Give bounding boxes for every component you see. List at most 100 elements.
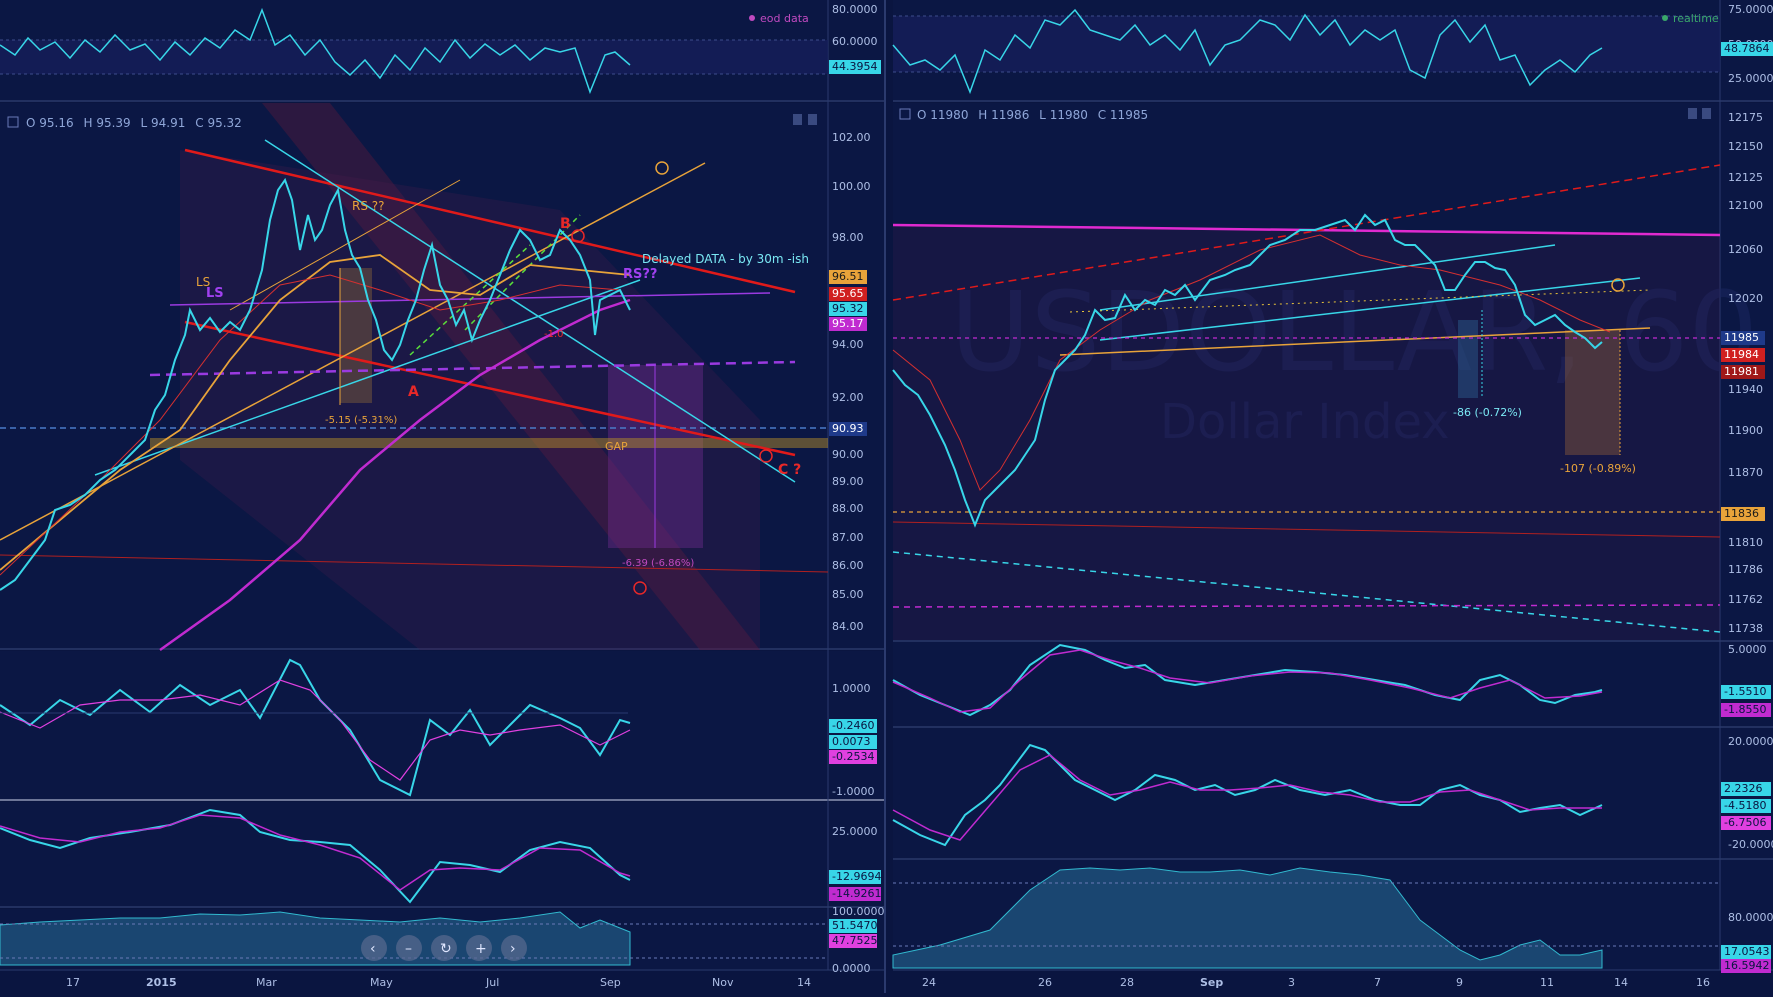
left-ohlc-legend: O 95.16 H 95.39 L 94.91 C 95.32 bbox=[26, 116, 242, 130]
right-price-axis-label: 11738 bbox=[1728, 622, 1763, 635]
rdate-sep: Sep bbox=[1200, 976, 1223, 989]
right-price-tag: 11981 bbox=[1721, 365, 1765, 379]
date-17: 17 bbox=[66, 976, 80, 989]
right-price-axis-label: 11940 bbox=[1728, 383, 1763, 396]
svg-text:-12.9694: -12.9694 bbox=[832, 870, 881, 883]
right-legend-toggle-icon[interactable] bbox=[899, 108, 911, 120]
right-price-axis-label: 11810 bbox=[1728, 536, 1763, 549]
svg-text:11985: 11985 bbox=[1724, 331, 1759, 344]
svg-text:‹: ‹ bbox=[370, 941, 376, 957]
right-price-axis-label: 11762 bbox=[1728, 593, 1763, 606]
svg-text:-1.5510: -1.5510 bbox=[1724, 685, 1766, 698]
right-rsi-tag: 48.7864 bbox=[1721, 42, 1773, 56]
svg-text:17.0543: 17.0543 bbox=[1724, 945, 1770, 958]
alert-icon-red-3[interactable] bbox=[633, 581, 647, 595]
svg-text:2.2326: 2.2326 bbox=[1724, 782, 1763, 795]
left-price-axis-label: 90.00 bbox=[832, 448, 864, 461]
rdate-16: 16 bbox=[1696, 976, 1710, 989]
chart-nav-button[interactable]: – bbox=[396, 935, 422, 961]
symbol-subtitle-watermark: Dollar Index bbox=[1160, 394, 1450, 450]
left-stoch-tag: -12.9694 bbox=[829, 870, 881, 884]
chart-nav-button[interactable]: ↻ bbox=[431, 935, 457, 961]
left-price-axis-label: 85.00 bbox=[832, 588, 864, 601]
alert-icon-red-1[interactable] bbox=[571, 229, 585, 243]
svg-text:95.17: 95.17 bbox=[832, 317, 864, 330]
chart-nav-button[interactable]: + bbox=[466, 935, 492, 961]
svg-text:95.65: 95.65 bbox=[832, 287, 864, 300]
rs-label: RS ?? bbox=[352, 199, 385, 213]
left-price-tag: 96.51 bbox=[829, 270, 867, 284]
left-price-tag: 95.17 bbox=[829, 317, 867, 331]
date-nov: Nov bbox=[712, 976, 734, 989]
alert-icon-red-2[interactable] bbox=[759, 449, 773, 463]
left-price-tag: 95.65 bbox=[829, 287, 867, 301]
svg-text:51.5470: 51.5470 bbox=[832, 919, 878, 932]
left-vol-tag: 51.5470 bbox=[829, 919, 878, 933]
a-label: A bbox=[408, 384, 419, 400]
left-price-candles bbox=[0, 177, 631, 591]
left-rsi-line bbox=[0, 7, 631, 95]
right-ohlc-legend: O 11980 H 11986 L 11980 C 11985 bbox=[917, 108, 1148, 122]
right-price-tag: 11985 bbox=[1721, 331, 1765, 345]
right-price-axis-label: 12175 bbox=[1728, 111, 1763, 124]
svg-text:-4.5180: -4.5180 bbox=[1724, 799, 1766, 812]
left-price-axis-label: 94.00 bbox=[832, 338, 864, 351]
right-osc-axis-label: -20.0000 bbox=[1728, 838, 1773, 851]
left-macd-tag: -0.2534 bbox=[829, 750, 877, 764]
rdate-9: 9 bbox=[1456, 976, 1463, 989]
chart-nav-button[interactable]: › bbox=[501, 935, 527, 961]
svg-text:11981: 11981 bbox=[1724, 365, 1759, 378]
legend-toggle-icon[interactable] bbox=[7, 116, 19, 128]
left-macd-pane bbox=[0, 658, 631, 797]
rdate-7: 7 bbox=[1374, 976, 1381, 989]
alert-icon-orange[interactable] bbox=[655, 161, 669, 175]
right-price-axis-label: 12150 bbox=[1728, 140, 1763, 153]
svg-text:›: › bbox=[510, 941, 516, 957]
left-rsi-axis-label: 60.0000 bbox=[832, 35, 878, 48]
left-price-axis-label: 86.00 bbox=[832, 559, 864, 572]
right-price-axis-label: 12100 bbox=[1728, 199, 1763, 212]
rdate-24: 24 bbox=[922, 976, 936, 989]
b-label: B bbox=[560, 216, 571, 232]
right-price-axis-label: 11900 bbox=[1728, 424, 1763, 437]
right-price-axis-label: 11870 bbox=[1728, 466, 1763, 479]
svg-text:–: – bbox=[405, 941, 412, 957]
svg-text:48.7864: 48.7864 bbox=[1724, 42, 1770, 55]
right-price-axis-label: 12060 bbox=[1728, 243, 1763, 256]
chart-nav-button[interactable]: ‹ bbox=[361, 935, 387, 961]
ls-label-2: LS bbox=[206, 286, 224, 301]
right-price-axis-label: 12020 bbox=[1728, 292, 1763, 305]
date-2015: 2015 bbox=[146, 976, 177, 989]
left-price-axis-label: 92.00 bbox=[832, 391, 864, 404]
left-vol-tag: 47.7525 bbox=[829, 934, 878, 948]
rdate-11: 11 bbox=[1540, 976, 1554, 989]
left-price-axis-label: 98.00 bbox=[832, 231, 864, 244]
svg-text:-1.8550: -1.8550 bbox=[1724, 703, 1766, 716]
svg-text:-14.9261: -14.9261 bbox=[832, 887, 881, 900]
date-14: 14 bbox=[797, 976, 811, 989]
right-vol-tag: 16.5942 bbox=[1721, 959, 1771, 973]
left-stoch-tag: -14.9261 bbox=[829, 887, 881, 901]
right-osc-tag: -6.7506 bbox=[1721, 816, 1771, 830]
right-rsi-axis-label: 75.0000 bbox=[1728, 3, 1773, 16]
left-macd-axis-label: -1.0000 bbox=[832, 785, 874, 798]
right-macd-axis-label: 5.0000 bbox=[1728, 643, 1767, 656]
left-vol-axis-label: 100.0000 bbox=[832, 905, 885, 918]
left-price-axis-label: 88.00 bbox=[832, 502, 864, 515]
rs-label-2: RS?? bbox=[623, 267, 657, 282]
left-price-axis-label: 84.00 bbox=[832, 620, 864, 633]
svg-text:11836: 11836 bbox=[1724, 507, 1759, 520]
right-alert-icon[interactable] bbox=[1611, 278, 1625, 292]
left-stoch-pane bbox=[0, 808, 631, 904]
delayed-data-note: Delayed DATA - by 30m -ish bbox=[642, 252, 809, 266]
date-mar: Mar bbox=[256, 976, 277, 989]
right-price-candles bbox=[892, 213, 1603, 528]
right-measure-2: -107 (-0.89%) bbox=[1560, 462, 1636, 475]
gap-label: GAP bbox=[605, 440, 628, 453]
realtime-tag: realtime bbox=[1673, 12, 1719, 25]
measure-1: -5.15 (-5.31%) bbox=[325, 415, 397, 426]
rdate-28: 28 bbox=[1120, 976, 1134, 989]
measure-2: -6.39 (-6.86%) bbox=[622, 558, 694, 569]
left-macd-tag: 0.0073 bbox=[829, 735, 877, 749]
